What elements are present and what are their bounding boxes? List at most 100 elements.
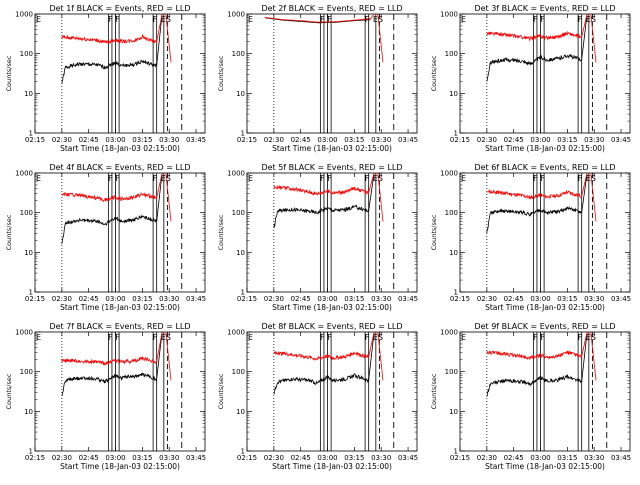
y-tick-label: 10: [449, 249, 458, 257]
event-marker-label: F: [115, 174, 120, 183]
x-tick-label: 02:15: [237, 454, 257, 462]
event-marker-label: E: [461, 174, 466, 183]
x-axis-label: Start Time (18-Jan-03 02:15:00): [272, 144, 392, 153]
lld-series-line: [486, 14, 597, 63]
lld-series-line: [61, 173, 172, 222]
event-marker-label: F: [320, 15, 325, 24]
x-tick-label: 02:30: [264, 295, 284, 303]
y-axis-label: Counts/sec: [217, 373, 225, 409]
y-tick-label: 1000: [15, 170, 33, 178]
event-marker-label: E: [36, 333, 41, 342]
x-tick-label: 03:45: [611, 454, 631, 462]
event-marker-label: F: [578, 174, 583, 183]
x-tick-label: 02:15: [450, 136, 470, 144]
plot-frame: [34, 331, 206, 452]
plot-frame: [34, 172, 206, 293]
y-tick-label: 1000: [227, 170, 245, 178]
event-marker-label: ES: [161, 15, 171, 24]
plot-frame: [246, 172, 418, 293]
y-tick-label: 1: [29, 448, 33, 456]
events-series-line: [61, 332, 163, 397]
y-tick-label: 10: [449, 90, 458, 98]
plot-frame: [459, 172, 631, 293]
detector-panel-7: Det 7f BLACK = Events, RED = LLD 1 10 100 10…: [5, 322, 206, 471]
events-series-line: [486, 173, 588, 234]
y-tick-label: 1: [241, 448, 245, 456]
x-tick-label: 03:30: [371, 136, 391, 144]
event-marker-label: F: [108, 333, 113, 342]
event-marker-label: F: [153, 333, 158, 342]
y-tick-label: 100: [20, 50, 33, 58]
plot-frame: [34, 13, 206, 134]
x-tick-label: 02:45: [504, 295, 524, 303]
x-tick-label: 02:30: [477, 454, 497, 462]
event-marker-label: F: [108, 15, 113, 24]
y-axis-label: Counts/sec: [217, 214, 225, 250]
x-tick-label: 02:15: [25, 454, 45, 462]
event-marker-label: E: [248, 15, 253, 24]
event-marker-label: F: [327, 174, 332, 183]
y-tick-label: 1000: [15, 329, 33, 337]
event-marker-label: ES: [373, 174, 383, 183]
event-marker-label: E: [36, 174, 41, 183]
y-tick-label: 1000: [440, 329, 458, 337]
x-tick-label: 02:45: [291, 454, 311, 462]
x-axis-label: Start Time (18-Jan-03 02:15:00): [272, 462, 392, 471]
y-axis-label: Counts/sec: [5, 373, 13, 409]
event-marker-label: E: [248, 333, 253, 342]
panel-title: Det 8f BLACK = Events, RED = LLD: [261, 322, 402, 331]
x-axis-label: Start Time (18-Jan-03 02:15:00): [60, 303, 180, 312]
x-axis-label: Start Time (18-Jan-03 02:15:00): [60, 462, 180, 471]
event-marker-label: ES: [586, 15, 596, 24]
x-axis-label: Start Time (18-Jan-03 02:15:00): [485, 303, 605, 312]
lld-series-line: [61, 14, 172, 63]
y-tick-label: 1: [241, 289, 245, 297]
x-tick-label: 03:15: [557, 454, 577, 462]
x-tick-label: 03:30: [371, 454, 391, 462]
event-marker-label: ES: [586, 174, 596, 183]
y-axis-label: Counts/sec: [5, 55, 13, 91]
event-marker-label: F: [320, 174, 325, 183]
x-tick-label: 03:00: [105, 136, 125, 144]
y-axis-label: Counts/sec: [5, 214, 13, 250]
x-tick-label: 03:30: [584, 454, 604, 462]
lld-series-line: [273, 173, 384, 222]
event-marker-label: ES: [373, 333, 383, 342]
y-tick-label: 1: [454, 448, 458, 456]
panel-title: Det 3f BLACK = Events, RED = LLD: [474, 4, 615, 13]
x-tick-label: 03:00: [530, 136, 550, 144]
event-marker-label: F: [533, 333, 538, 342]
x-tick-label: 03:30: [584, 136, 604, 144]
events-series-line: [486, 332, 588, 397]
y-tick-label: 10: [24, 408, 33, 416]
y-tick-label: 1: [454, 130, 458, 138]
x-tick-label: 03:30: [159, 136, 179, 144]
x-tick-label: 02:30: [52, 136, 72, 144]
event-marker-label: F: [540, 15, 545, 24]
panel-title: Det 6f BLACK = Events, RED = LLD: [474, 163, 615, 172]
x-tick-label: 03:45: [398, 295, 418, 303]
x-axis-label: Start Time (18-Jan-03 02:15:00): [272, 303, 392, 312]
x-tick-label: 03:00: [317, 136, 337, 144]
y-tick-label: 100: [232, 50, 245, 58]
event-marker-label: E: [461, 333, 466, 342]
y-tick-label: 10: [24, 90, 33, 98]
events-series-line: [264, 17, 371, 24]
y-tick-label: 1: [454, 289, 458, 297]
event-marker-label: F: [365, 333, 370, 342]
y-tick-label: 10: [236, 249, 245, 257]
event-marker-label: F: [115, 333, 120, 342]
x-tick-label: 03:30: [159, 295, 179, 303]
panel-title: Det 2f BLACK = Events, RED = LLD: [261, 4, 402, 13]
plot-frame: [459, 331, 631, 452]
lld-series-line: [486, 173, 597, 222]
event-marker-label: F: [153, 174, 158, 183]
event-marker-label: F: [320, 333, 325, 342]
y-tick-label: 100: [20, 209, 33, 217]
y-tick-label: 10: [24, 249, 33, 257]
x-tick-label: 03:00: [317, 454, 337, 462]
panel-title: Det 4f BLACK = Events, RED = LLD: [49, 163, 190, 172]
lld-series-line: [486, 332, 597, 381]
y-tick-label: 1000: [227, 11, 245, 19]
